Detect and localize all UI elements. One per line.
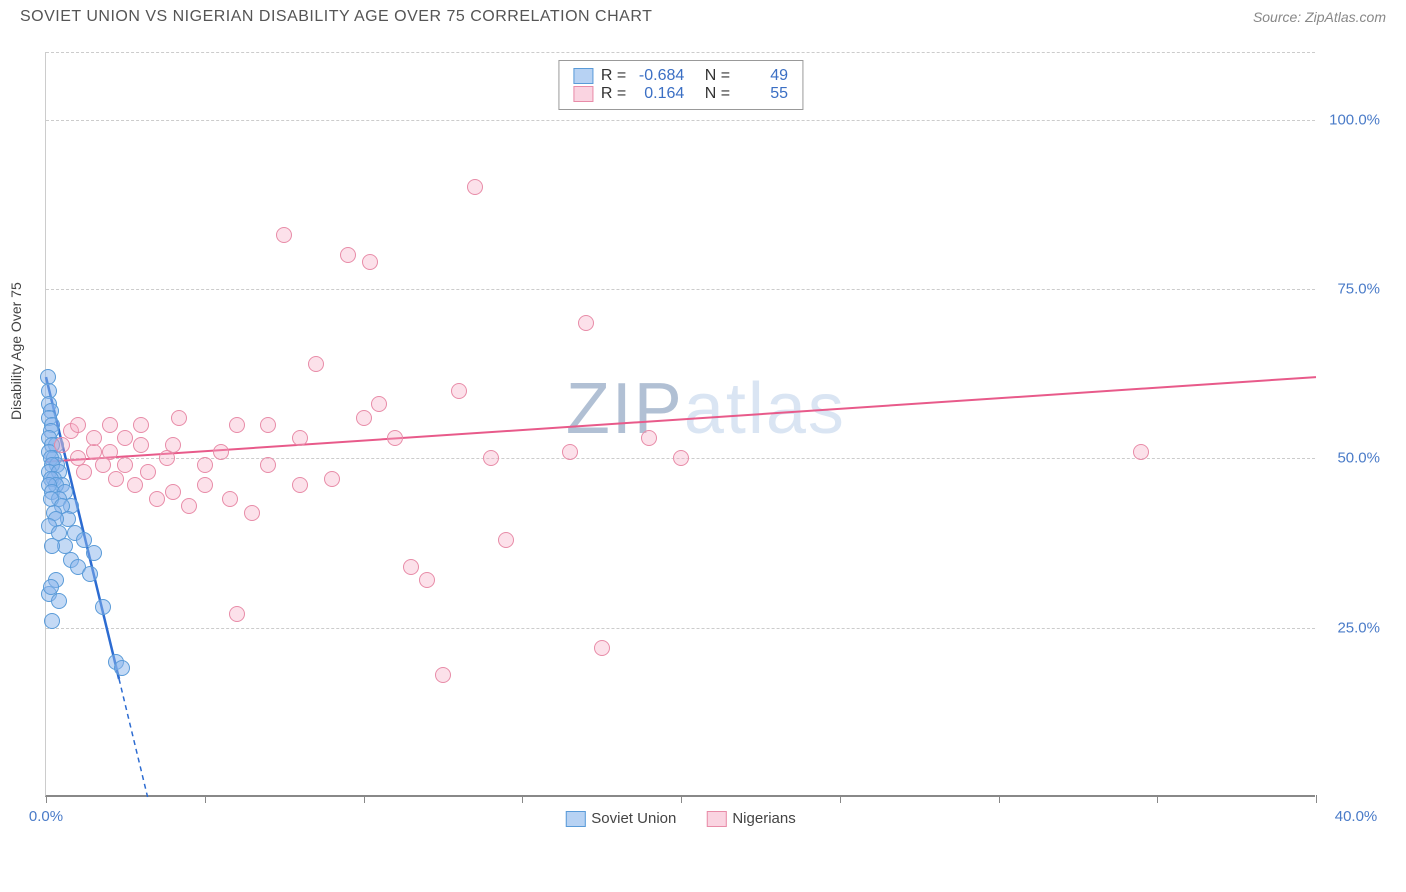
scatter-point xyxy=(197,477,213,493)
scatter-point xyxy=(86,430,102,446)
scatter-point xyxy=(102,417,118,433)
scatter-point xyxy=(419,572,435,588)
scatter-point xyxy=(371,396,387,412)
scatter-point xyxy=(95,599,111,615)
scatter-point xyxy=(171,410,187,426)
legend-item-soviet: Soviet Union xyxy=(565,810,676,827)
scatter-point xyxy=(44,613,60,629)
scatter-point xyxy=(165,437,181,453)
scatter-point xyxy=(70,417,86,433)
scatter-point xyxy=(82,566,98,582)
scatter-point xyxy=(641,430,657,446)
legend-label: Nigerians xyxy=(732,810,795,827)
scatter-point xyxy=(1133,444,1149,460)
scatter-point xyxy=(114,660,130,676)
y-tick-label: 25.0% xyxy=(1337,619,1380,636)
y-tick-label: 50.0% xyxy=(1337,450,1380,467)
chart-title: SOVIET UNION VS NIGERIAN DISABILITY AGE … xyxy=(20,8,652,26)
scatter-point xyxy=(181,498,197,514)
scatter-point xyxy=(86,545,102,561)
scatter-point xyxy=(102,444,118,460)
x-tick-label: 40.0% xyxy=(1335,808,1378,825)
scatter-point xyxy=(260,457,276,473)
stats-row-soviet: R = -0.684 N = 49 xyxy=(573,67,788,85)
n-label: N = xyxy=(705,85,730,103)
scatter-point xyxy=(594,640,610,656)
scatter-point xyxy=(340,247,356,263)
scatter-point xyxy=(324,471,340,487)
scatter-point xyxy=(133,417,149,433)
scatter-point xyxy=(51,593,67,609)
scatter-point xyxy=(108,471,124,487)
n-value-nigerian: 55 xyxy=(738,85,788,103)
scatter-point xyxy=(483,450,499,466)
n-value-soviet: 49 xyxy=(738,67,788,85)
scatter-point xyxy=(229,606,245,622)
scatter-point xyxy=(451,383,467,399)
y-tick-label: 100.0% xyxy=(1329,111,1380,128)
scatter-point xyxy=(76,464,92,480)
r-label: R = xyxy=(601,85,626,103)
swatch-pink-icon xyxy=(573,86,593,102)
scatter-point xyxy=(356,410,372,426)
scatter-point xyxy=(578,315,594,331)
scatter-point xyxy=(229,417,245,433)
scatter-point xyxy=(43,579,59,595)
scatter-point xyxy=(117,430,133,446)
scatter-point xyxy=(362,254,378,270)
n-label: N = xyxy=(705,67,730,85)
scatter-point xyxy=(276,227,292,243)
swatch-pink-icon xyxy=(706,811,726,827)
scatter-point xyxy=(127,477,143,493)
x-tick xyxy=(1316,795,1317,803)
chart-plot-area: ZIPatlas R = -0.684 N = 49 R = 0.164 N =… xyxy=(45,52,1315,797)
scatter-point xyxy=(213,444,229,460)
scatter-point xyxy=(673,450,689,466)
scatter-point xyxy=(54,437,70,453)
x-tick-label: 0.0% xyxy=(29,808,63,825)
legend-label: Soviet Union xyxy=(591,810,676,827)
scatter-point xyxy=(197,457,213,473)
legend: Soviet Union Nigerians xyxy=(565,810,795,827)
r-value-soviet: -0.684 xyxy=(634,67,684,85)
scatter-point xyxy=(260,417,276,433)
scatter-point xyxy=(44,538,60,554)
scatter-point xyxy=(292,477,308,493)
scatter-point xyxy=(308,356,324,372)
swatch-blue-icon xyxy=(573,68,593,84)
scatter-point xyxy=(292,430,308,446)
source-attribution: Source: ZipAtlas.com xyxy=(1253,9,1386,25)
y-tick-label: 75.0% xyxy=(1337,281,1380,298)
scatter-point xyxy=(562,444,578,460)
stats-row-nigerian: R = 0.164 N = 55 xyxy=(573,85,788,103)
y-axis-label: Disability Age Over 75 xyxy=(8,282,24,420)
scatter-point xyxy=(435,667,451,683)
correlation-stats-box: R = -0.684 N = 49 R = 0.164 N = 55 xyxy=(558,60,803,110)
scatter-point xyxy=(117,457,133,473)
scatter-point xyxy=(498,532,514,548)
scatter-point xyxy=(222,491,238,507)
scatter-point xyxy=(244,505,260,521)
scatter-point xyxy=(133,437,149,453)
r-value-nigerian: 0.164 xyxy=(634,85,684,103)
scatter-point xyxy=(140,464,156,480)
r-label: R = xyxy=(601,67,626,85)
swatch-blue-icon xyxy=(565,811,585,827)
scatter-point xyxy=(165,484,181,500)
scatter-point xyxy=(387,430,403,446)
scatter-point xyxy=(149,491,165,507)
legend-item-nigerian: Nigerians xyxy=(706,810,795,827)
scatter-point xyxy=(467,179,483,195)
scatter-point xyxy=(403,559,419,575)
